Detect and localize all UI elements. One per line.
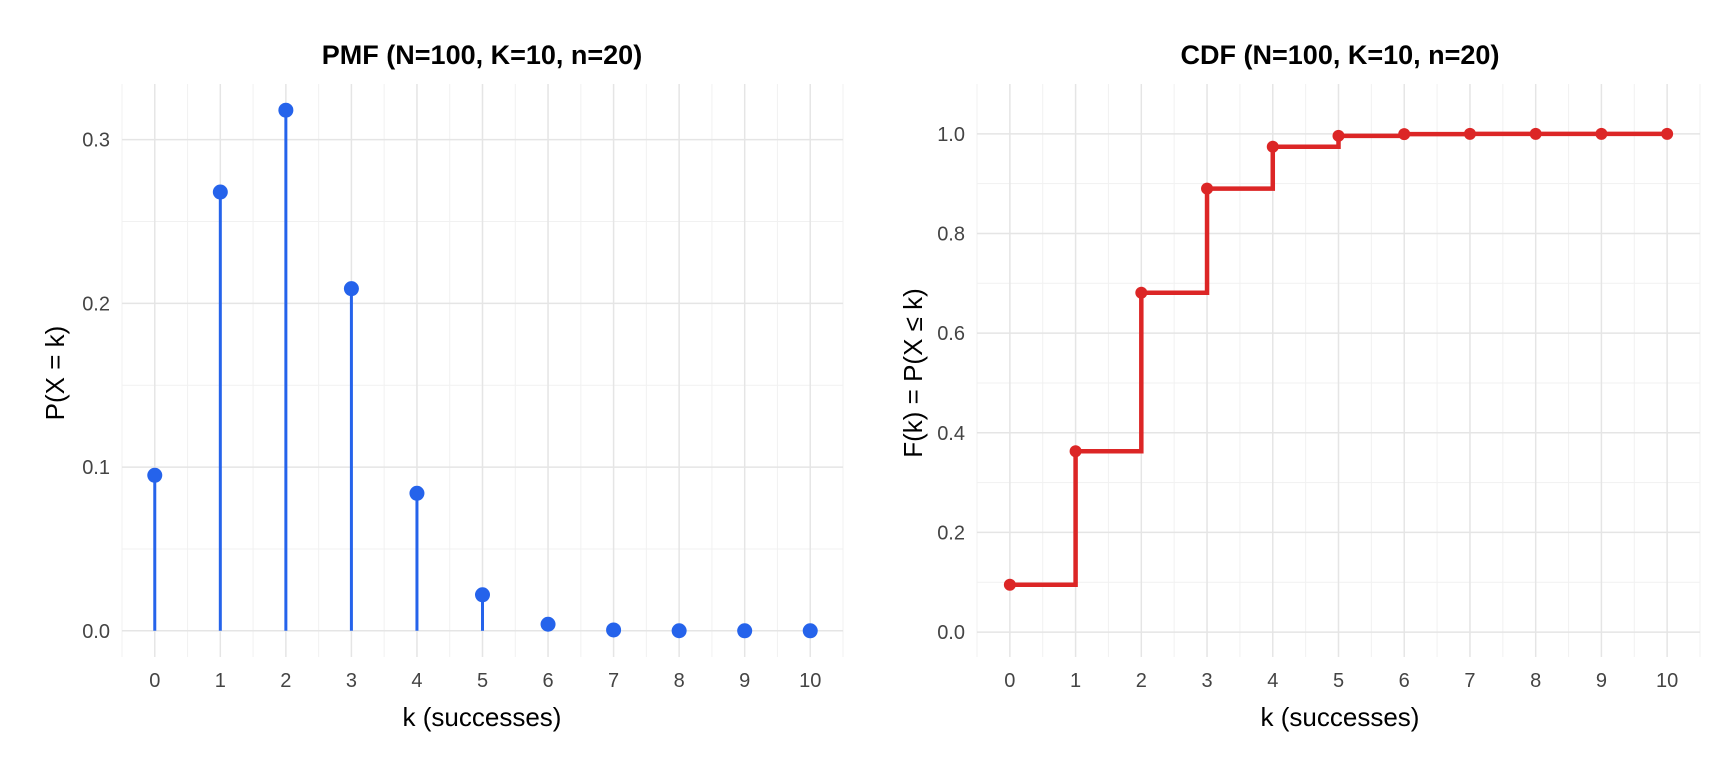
pmf-y-tick-label: 0.3	[82, 130, 110, 152]
pmf-point	[147, 467, 163, 483]
cdf-y-ticks: 0.0 0.2 0.4 0.6 0.8 1.0	[937, 124, 965, 644]
pmf-x-tick-label: 0	[149, 670, 160, 692]
cdf-panel: CDF (N=100, K=10, n=20) k (successes) F(…	[898, 40, 1701, 732]
pmf-x-tick-label: 2	[280, 670, 291, 692]
pmf-y-tick-label: 0.1	[82, 457, 110, 479]
pmf-point	[475, 587, 490, 603]
pmf-point	[343, 281, 359, 297]
pmf-panel: PMF (N=100, K=10, n=20) k (successes) P(…	[40, 40, 844, 732]
pmf-x-tick-label: 1	[215, 670, 226, 692]
cdf-x-tick-label: 2	[1136, 670, 1147, 692]
pmf-x-axis-label: k (successes)	[403, 702, 562, 732]
pmf-x-tick-label: 9	[739, 670, 750, 692]
cdf-marks	[1003, 127, 1674, 591]
cdf-point	[1398, 128, 1411, 141]
cdf-x-tick-label: 7	[1464, 670, 1475, 692]
cdf-x-tick-label: 8	[1530, 670, 1541, 692]
pmf-title: PMF (N=100, K=10, n=20)	[322, 40, 642, 70]
cdf-point	[1595, 127, 1608, 140]
cdf-point	[1003, 578, 1016, 591]
cdf-x-tick-label: 6	[1399, 670, 1410, 692]
pmf-x-tick-label: 5	[477, 670, 488, 692]
cdf-point	[1529, 127, 1542, 140]
pmf-x-tick-label: 7	[608, 670, 619, 692]
cdf-point	[1201, 182, 1214, 195]
cdf-point	[1266, 140, 1279, 153]
cdf-x-tick-label: 0	[1004, 670, 1015, 692]
cdf-y-tick-label: 0.0	[937, 622, 965, 644]
pmf-point	[606, 622, 622, 638]
cdf-x-tick-label: 10	[1656, 670, 1678, 692]
pmf-x-tick-label: 10	[799, 670, 821, 692]
cdf-title: CDF (N=100, K=10, n=20)	[1181, 40, 1500, 70]
cdf-point	[1135, 286, 1148, 299]
pmf-marks	[147, 102, 818, 639]
pmf-x-tick-label: 6	[542, 670, 553, 692]
pmf-point	[212, 184, 228, 200]
cdf-point	[1069, 445, 1082, 458]
pmf-y-tick-label: 0.0	[82, 621, 110, 643]
cdf-x-tick-label: 5	[1333, 670, 1344, 692]
pmf-grid	[121, 84, 844, 657]
pmf-point	[737, 623, 753, 639]
pmf-point	[409, 485, 425, 501]
pmf-x-ticks: 0 1 2 3 4 5 6 7 8 9 10	[149, 670, 821, 692]
pmf-x-tick-label: 3	[346, 670, 357, 692]
pmf-point	[540, 616, 556, 632]
pmf-y-axis-label: P(X = k)	[40, 326, 70, 421]
cdf-grid	[976, 84, 1701, 657]
pmf-point	[278, 102, 294, 118]
cdf-point	[1463, 127, 1476, 140]
cdf-y-tick-label: 0.2	[937, 522, 965, 544]
cdf-y-tick-label: 1.0	[937, 124, 965, 146]
cdf-point	[1661, 127, 1674, 140]
cdf-y-axis-label: F(k) = P(X ≤ k)	[898, 288, 928, 458]
cdf-step-line	[1009, 131, 1668, 588]
cdf-y-tick-label: 0.8	[937, 223, 965, 245]
cdf-x-tick-label: 4	[1267, 670, 1278, 692]
pmf-y-tick-label: 0.2	[82, 293, 110, 315]
cdf-y-tick-label: 0.6	[937, 323, 965, 345]
cdf-x-tick-label: 1	[1070, 670, 1081, 692]
cdf-y-tick-label: 0.4	[937, 423, 965, 445]
cdf-x-ticks: 0 1 2 3 4 5 6 7 8 9 10	[1004, 670, 1678, 692]
pmf-x-tick-label: 4	[411, 670, 422, 692]
pmf-x-tick-label: 8	[674, 670, 685, 692]
cdf-point	[1332, 129, 1345, 142]
pmf-y-ticks: 0.0 0.1 0.2 0.3	[82, 130, 110, 643]
cdf-x-tick-label: 3	[1201, 670, 1212, 692]
cdf-x-tick-label: 9	[1596, 670, 1607, 692]
pmf-point	[671, 623, 687, 639]
cdf-x-axis-label: k (successes)	[1261, 702, 1420, 732]
pmf-point	[802, 623, 818, 639]
